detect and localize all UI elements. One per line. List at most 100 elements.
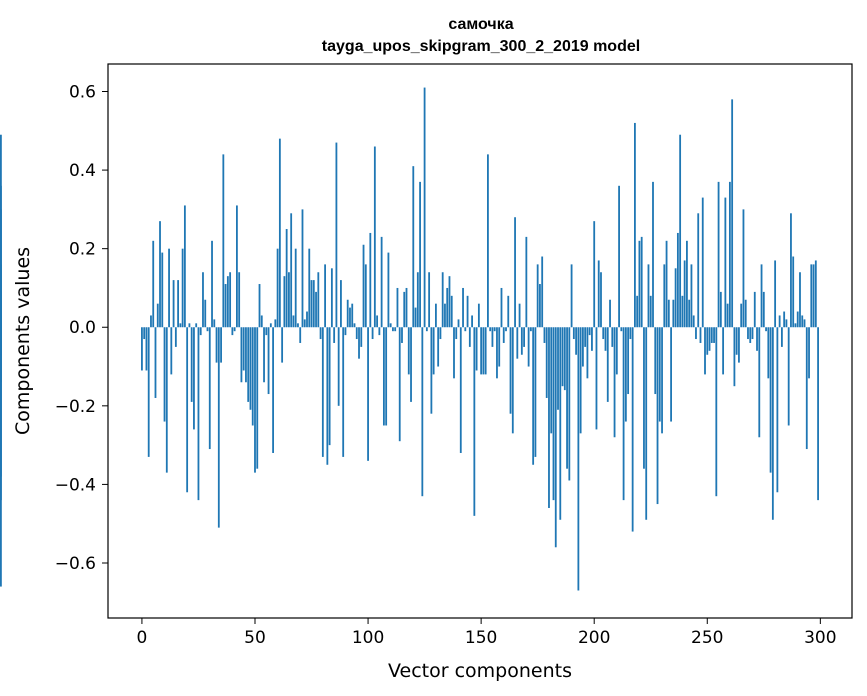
bar xyxy=(448,276,451,328)
bar xyxy=(432,327,435,375)
bar xyxy=(156,303,159,328)
bar xyxy=(602,327,605,340)
bar xyxy=(645,327,648,520)
bar xyxy=(389,323,392,328)
bar xyxy=(335,142,338,328)
x-tick-label: 50 xyxy=(244,628,266,648)
bar xyxy=(353,323,356,328)
bar xyxy=(229,272,232,328)
bar xyxy=(263,327,265,383)
bar xyxy=(382,327,385,426)
bar xyxy=(278,138,281,328)
bar xyxy=(672,299,675,328)
bar xyxy=(765,327,767,332)
bar xyxy=(240,327,243,383)
bar xyxy=(170,327,173,375)
bar xyxy=(593,221,596,328)
bar xyxy=(808,327,810,379)
bar xyxy=(701,197,704,328)
bar xyxy=(597,260,600,328)
bar xyxy=(324,264,326,328)
bar xyxy=(267,327,270,395)
bar xyxy=(491,327,494,347)
bar xyxy=(676,232,679,328)
bar xyxy=(509,327,512,414)
bar xyxy=(242,327,245,371)
bar xyxy=(796,311,799,328)
bar xyxy=(283,276,286,328)
bar xyxy=(403,291,406,328)
bar xyxy=(715,327,718,497)
bar xyxy=(812,264,815,328)
bar xyxy=(466,295,469,328)
x-tick-label: 200 xyxy=(578,628,610,648)
bar xyxy=(150,315,152,328)
bar xyxy=(376,315,379,328)
bar xyxy=(706,327,709,355)
bar xyxy=(686,240,688,328)
bar xyxy=(453,327,455,379)
bar xyxy=(627,327,630,395)
bar xyxy=(362,244,365,328)
bar xyxy=(0,327,2,477)
bar xyxy=(667,299,670,328)
bar xyxy=(683,260,686,328)
bar xyxy=(615,327,618,375)
bar xyxy=(464,327,467,332)
bar xyxy=(774,260,777,328)
bar xyxy=(595,327,598,430)
bar xyxy=(195,323,198,328)
bar xyxy=(177,280,180,328)
bar xyxy=(181,248,184,328)
x-axis-label: Vector components xyxy=(388,660,572,682)
bar xyxy=(398,327,401,442)
bar xyxy=(681,295,684,328)
bar xyxy=(740,303,743,328)
bar xyxy=(197,327,200,501)
bar xyxy=(713,327,715,343)
bar xyxy=(193,327,195,430)
y-tick-label: −0.2 xyxy=(55,397,96,417)
bar xyxy=(471,315,473,328)
bar xyxy=(0,291,2,328)
bar xyxy=(514,217,516,328)
bar xyxy=(554,327,557,548)
bar xyxy=(695,327,697,340)
bar xyxy=(439,327,442,340)
bar xyxy=(539,284,541,328)
bar xyxy=(321,327,324,457)
bar xyxy=(541,256,544,328)
bar xyxy=(0,209,2,328)
bar xyxy=(446,287,449,328)
y-tick-label: 0.0 xyxy=(69,318,96,338)
bar xyxy=(161,252,164,328)
y-tick-label: 0.2 xyxy=(69,240,96,260)
bar xyxy=(340,280,342,328)
bar xyxy=(719,291,722,328)
y-tick-label: −0.4 xyxy=(55,475,96,495)
bar xyxy=(407,327,410,375)
bar xyxy=(238,272,241,328)
bar xyxy=(724,197,727,328)
bar xyxy=(346,299,349,328)
bar xyxy=(143,327,146,340)
bar xyxy=(747,327,749,340)
bar xyxy=(505,327,507,332)
bar xyxy=(527,327,530,367)
bar xyxy=(276,248,279,328)
bar xyxy=(550,327,553,434)
bar xyxy=(520,327,523,355)
bar xyxy=(670,327,672,422)
bar xyxy=(728,181,731,328)
bar xyxy=(753,291,756,328)
bar xyxy=(430,327,433,414)
bar xyxy=(649,295,652,328)
bar xyxy=(656,327,659,505)
bar xyxy=(591,327,593,351)
bar xyxy=(638,240,641,328)
bar xyxy=(290,213,293,328)
bar xyxy=(358,327,360,359)
bar xyxy=(428,272,431,328)
bar xyxy=(579,327,582,434)
bar xyxy=(566,327,568,469)
